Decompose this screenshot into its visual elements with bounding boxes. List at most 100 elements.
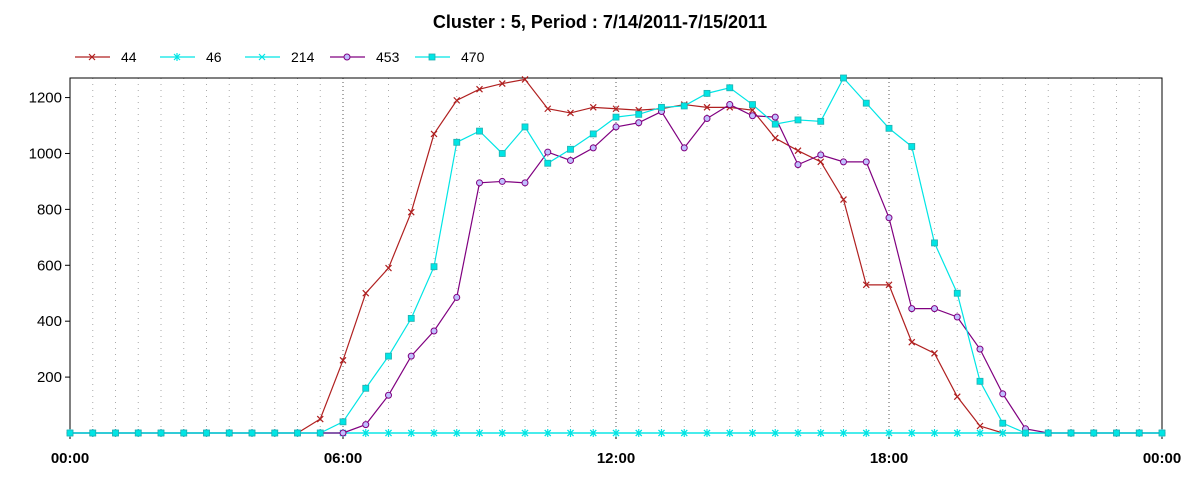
data-point-44 — [567, 109, 574, 117]
data-point-214 — [840, 429, 847, 437]
data-point-470 — [498, 150, 506, 157]
data-point-470 — [976, 377, 984, 385]
data-point-470 — [1044, 429, 1052, 437]
data-point-44 — [385, 264, 392, 272]
data-point-214 — [999, 429, 1007, 437]
data-point-44 — [976, 422, 984, 430]
data-point-470 — [635, 110, 643, 118]
data-point-214 — [817, 429, 825, 437]
series-line-470 — [70, 76, 1162, 434]
data-point-44 — [453, 96, 461, 104]
data-point-470 — [112, 429, 119, 437]
data-point-470 — [430, 263, 438, 271]
data-point-470 — [908, 143, 916, 150]
data-point-214 — [680, 429, 688, 437]
legend-marker — [258, 53, 266, 61]
legend-item-453: 453 — [330, 49, 400, 65]
data-point-44 — [817, 158, 825, 166]
data-point-453 — [976, 345, 984, 353]
data-point-453 — [498, 177, 506, 185]
data-point-470 — [407, 314, 415, 322]
data-point-453 — [840, 158, 847, 166]
data-point-470 — [225, 429, 233, 437]
data-point-470 — [453, 138, 461, 146]
data-point-44 — [339, 356, 347, 364]
x-tick-label: 00:00 — [1143, 450, 1181, 467]
series-line-453 — [70, 103, 1162, 434]
data-point-470 — [89, 429, 97, 437]
y-tick-label: 1000 — [29, 145, 62, 162]
data-point-44 — [953, 393, 961, 401]
data-point-470 — [476, 127, 483, 135]
data-point-470 — [544, 159, 552, 167]
data-point-470 — [680, 102, 688, 110]
data-point-453 — [794, 161, 802, 169]
data-point-214 — [658, 429, 665, 437]
x-tick-label: 06:00 — [324, 450, 362, 467]
data-point-453 — [612, 123, 620, 131]
data-point-453 — [771, 113, 779, 121]
data-point-214 — [476, 429, 483, 437]
data-point-214 — [544, 429, 552, 437]
data-point-453 — [385, 391, 392, 399]
data-point-453 — [885, 214, 893, 222]
data-point-470 — [840, 74, 847, 82]
x-tick-label: 12:00 — [597, 450, 635, 467]
data-point-470 — [362, 384, 370, 392]
data-point-214 — [635, 429, 643, 437]
legend-item-44: 44 — [75, 49, 137, 65]
data-point-214 — [931, 429, 938, 437]
data-point-214 — [794, 429, 802, 437]
data-point-470 — [726, 84, 734, 92]
data-point-453 — [407, 352, 415, 360]
legend-label: 453 — [376, 49, 400, 65]
series-470 — [66, 74, 1166, 437]
data-point-470 — [1090, 429, 1098, 437]
data-point-470 — [817, 117, 825, 125]
data-point-214 — [498, 429, 506, 437]
data-point-44 — [840, 196, 847, 204]
data-point-470 — [589, 130, 597, 138]
legend-label: 46 — [206, 49, 222, 65]
data-point-214 — [612, 429, 620, 437]
data-point-470 — [203, 429, 210, 437]
data-point-453 — [589, 144, 597, 152]
data-point-44 — [931, 349, 938, 357]
data-point-470 — [862, 99, 870, 107]
data-point-470 — [271, 429, 279, 437]
data-point-44 — [771, 134, 779, 142]
data-point-453 — [953, 313, 961, 321]
data-point-44 — [521, 75, 529, 83]
data-point-214 — [726, 429, 734, 437]
legend-label: 214 — [291, 49, 315, 65]
data-point-453 — [862, 158, 870, 166]
data-point-453 — [635, 119, 643, 127]
legend-marker — [88, 53, 96, 61]
data-point-44 — [430, 130, 438, 138]
data-point-214 — [771, 429, 779, 437]
data-point-470 — [703, 89, 711, 97]
legend-marker — [343, 53, 351, 61]
data-point-214 — [953, 429, 961, 437]
legend-item-46: 46 — [160, 49, 222, 65]
y-tick-label: 600 — [37, 257, 62, 274]
data-point-470 — [749, 101, 756, 108]
data-point-470 — [316, 429, 324, 437]
data-point-453 — [544, 148, 552, 156]
data-point-214 — [703, 429, 711, 437]
data-point-44 — [908, 338, 916, 346]
data-point-44 — [476, 85, 483, 93]
data-point-44 — [316, 415, 324, 423]
data-point-470 — [658, 103, 665, 111]
plot-frame — [69, 77, 1163, 434]
legend-item-470: 470 — [415, 49, 485, 65]
data-point-214 — [385, 429, 392, 437]
data-point-44 — [498, 80, 506, 88]
data-point-453 — [908, 305, 916, 313]
data-point-214 — [908, 429, 916, 437]
data-point-44 — [407, 208, 415, 216]
legend: 44 46 214 453 470 — [75, 49, 485, 65]
data-point-44 — [862, 281, 870, 289]
data-point-44 — [703, 103, 711, 111]
